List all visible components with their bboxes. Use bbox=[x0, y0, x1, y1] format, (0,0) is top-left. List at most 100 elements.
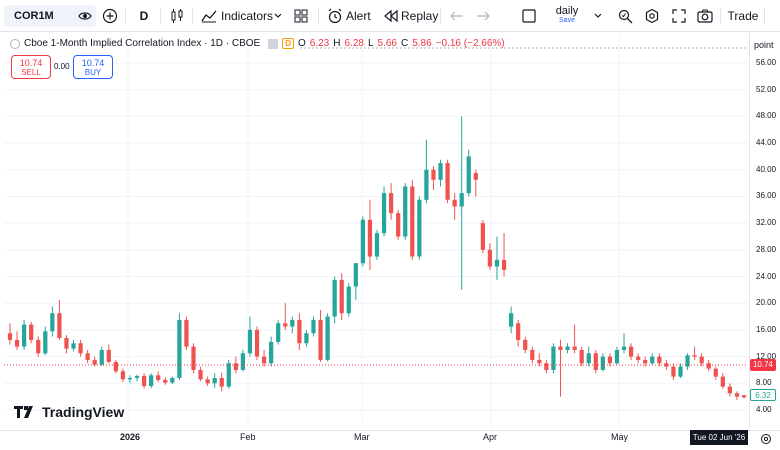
buy-button[interactable]: 10.74 BUY bbox=[73, 55, 113, 79]
trade-button[interactable]: Trade bbox=[727, 9, 759, 23]
price-tick-label: 8.00 bbox=[756, 378, 772, 388]
candle-body bbox=[600, 356, 605, 370]
add-symbol-icon[interactable] bbox=[100, 0, 120, 32]
candle-body bbox=[734, 393, 740, 397]
candle-body bbox=[741, 395, 747, 398]
time-tick-label: 2026 bbox=[120, 432, 141, 442]
legend-close-label: C bbox=[400, 38, 409, 49]
price-tick-label: 40.00 bbox=[756, 164, 777, 174]
sell-label: SELL bbox=[21, 68, 41, 77]
candle-body bbox=[643, 359, 648, 364]
candle-body bbox=[381, 193, 387, 234]
price-chart[interactable] bbox=[0, 33, 780, 430]
replay-button[interactable]: Replay bbox=[401, 9, 439, 23]
close-price-badge: 6.32 bbox=[750, 388, 776, 401]
alert-button[interactable]: Alert bbox=[346, 9, 371, 23]
symbol-search[interactable] bbox=[4, 5, 96, 27]
candle-body bbox=[628, 346, 634, 357]
indicators-chevron-down-icon[interactable] bbox=[272, 0, 284, 32]
candle-body bbox=[614, 349, 620, 364]
layout-name-button[interactable]: daily Save bbox=[550, 0, 584, 32]
candle-body bbox=[184, 319, 189, 347]
axis-settings-icon[interactable] bbox=[760, 432, 772, 450]
indicators-icon[interactable] bbox=[200, 0, 218, 32]
candle-body bbox=[226, 363, 231, 387]
candle-body bbox=[551, 346, 556, 370]
legend-symbol-name[interactable]: Cboe 1-Month Implied Correlation Index ·… bbox=[24, 38, 261, 49]
sell-price: 10.74 bbox=[19, 58, 43, 68]
candle-body bbox=[678, 366, 683, 377]
templates-icon[interactable] bbox=[292, 0, 310, 32]
candle-body bbox=[276, 323, 281, 342]
price-tick-label: 48.00 bbox=[756, 111, 777, 121]
candle-body bbox=[586, 353, 591, 364]
settings-icon[interactable] bbox=[643, 0, 661, 32]
candle-body bbox=[501, 259, 507, 270]
interval-button[interactable]: D bbox=[139, 9, 149, 23]
candle-body bbox=[360, 219, 366, 264]
last-price-badge: 10.74 bbox=[750, 359, 776, 372]
price-tick-label: 16.00 bbox=[756, 324, 777, 334]
tradingview-logo[interactable]: TradingView bbox=[14, 404, 124, 420]
candle-body bbox=[311, 319, 316, 334]
alert-icon[interactable] bbox=[326, 0, 344, 32]
time-tick-label: Apr bbox=[483, 432, 498, 442]
symbol-name[interactable]: COR1M bbox=[14, 10, 54, 22]
layout-icon[interactable] bbox=[520, 0, 538, 32]
candle-body bbox=[149, 375, 154, 386]
candle-body bbox=[636, 356, 641, 360]
legend-low-label: L bbox=[367, 38, 374, 49]
candle-body bbox=[727, 386, 733, 394]
candle-body bbox=[396, 213, 401, 237]
legend-close-value: 5.86 bbox=[412, 38, 432, 49]
candle-body bbox=[71, 343, 76, 349]
fullscreen-icon[interactable] bbox=[670, 0, 688, 32]
price-tick-label: 44.00 bbox=[756, 138, 777, 148]
candle-body bbox=[671, 366, 676, 377]
replay-icon[interactable] bbox=[382, 0, 400, 32]
candle-body bbox=[134, 375, 140, 378]
candle-body bbox=[156, 375, 161, 380]
price-tick-label: 4.00 bbox=[756, 405, 772, 414]
candle-body bbox=[516, 323, 521, 340]
time-axis[interactable] bbox=[0, 430, 780, 448]
layout-chevron-down-icon[interactable] bbox=[592, 0, 604, 32]
redo-icon[interactable] bbox=[474, 0, 492, 32]
candle-body bbox=[621, 346, 627, 350]
candle-body bbox=[212, 377, 217, 384]
price-tick-label: 36.00 bbox=[756, 191, 777, 201]
candle-body bbox=[466, 156, 471, 194]
undo-icon[interactable] bbox=[448, 0, 466, 32]
spread-value: 0.00 bbox=[54, 62, 70, 71]
candle-body bbox=[537, 359, 542, 364]
candle-body bbox=[657, 356, 662, 364]
candle-body bbox=[92, 359, 97, 365]
candle-body bbox=[494, 259, 500, 267]
watchlist-eye-icon[interactable] bbox=[76, 0, 94, 32]
layout-name: daily bbox=[555, 5, 579, 17]
camera-icon[interactable] bbox=[696, 0, 714, 32]
candle-body bbox=[353, 263, 358, 287]
candle-body bbox=[297, 319, 302, 344]
candle-body bbox=[367, 219, 373, 257]
legend-low-value: 5.66 bbox=[377, 38, 397, 49]
bar-style-icon[interactable] bbox=[168, 0, 186, 32]
legend-high-label: H bbox=[333, 38, 341, 49]
candle-body bbox=[36, 339, 41, 354]
candle-body bbox=[127, 377, 133, 380]
candle-body bbox=[85, 353, 90, 360]
candle-body bbox=[558, 346, 563, 350]
candle-body bbox=[487, 249, 493, 267]
buy-label: BUY bbox=[84, 68, 102, 77]
time-tick-label: Mar bbox=[354, 432, 370, 442]
quick-search-icon[interactable] bbox=[616, 0, 634, 32]
sell-button[interactable]: 10.74 SELL bbox=[11, 55, 51, 79]
indicators-button[interactable]: Indicators bbox=[221, 9, 274, 23]
candle-body bbox=[64, 337, 69, 349]
candle-body bbox=[685, 355, 690, 367]
price-tick-label: 12.00 bbox=[756, 351, 777, 361]
candle-body bbox=[233, 363, 238, 370]
candle-body bbox=[530, 349, 535, 360]
candle-body bbox=[21, 324, 27, 347]
legend-collapse-icon[interactable] bbox=[10, 38, 20, 49]
